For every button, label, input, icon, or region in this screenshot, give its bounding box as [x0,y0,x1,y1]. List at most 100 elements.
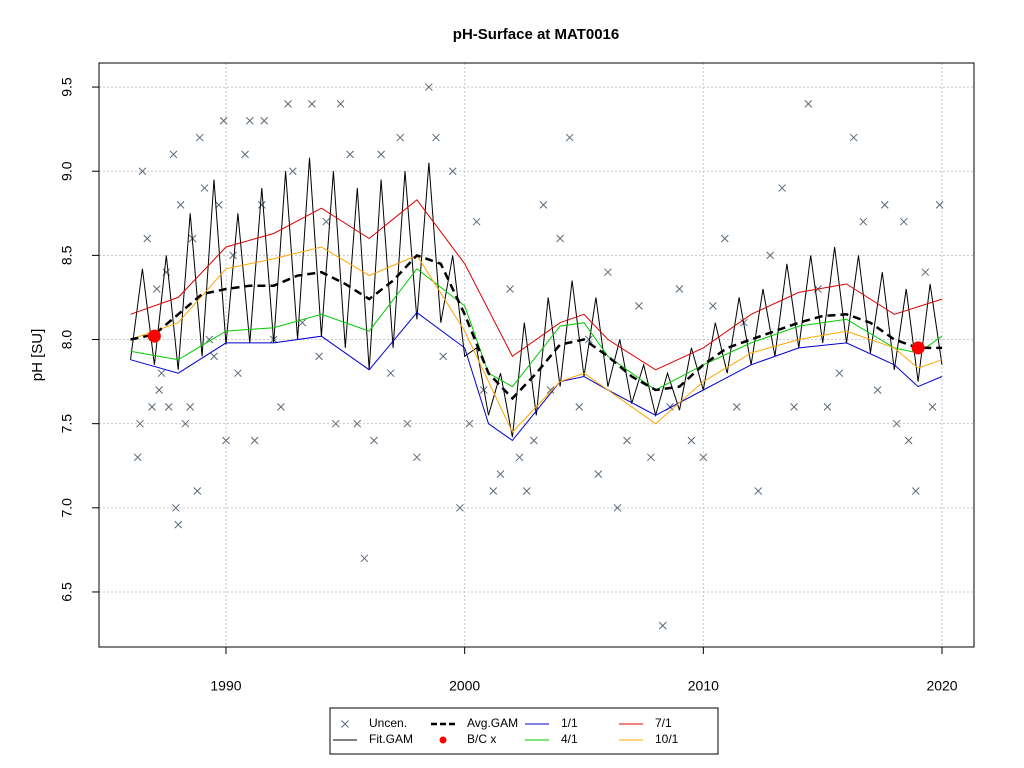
data-point [181,419,190,428]
data-point [284,100,292,108]
data-point [546,386,555,394]
data-point [904,436,913,445]
data-point [200,184,209,192]
data-point [260,116,269,125]
data-point [849,133,858,142]
data-point [346,150,354,159]
data-point [928,402,937,411]
bc-point [911,341,925,355]
data-point [336,100,345,108]
data-point [472,217,481,226]
data-point [604,268,612,277]
x-tick-label: 2000 [449,678,480,694]
data-point [859,217,868,226]
legend-marker [341,720,349,728]
legend-label: Uncen. [369,716,407,730]
data-point [623,436,631,445]
data-point [899,217,908,226]
data-point [148,402,156,411]
data-point [186,402,195,411]
chart-title: pH-Surface at MAT0016 [453,26,619,43]
data-point [732,402,741,411]
data-point [699,453,708,462]
y-axis-label: pH [SU] [29,329,46,382]
data-point [245,116,254,125]
legend-box [329,707,719,755]
data-point [370,436,378,445]
legend-label: 7/1 [655,716,672,730]
data-point [439,352,448,361]
data-point [164,402,173,411]
data-point [353,419,362,428]
y-tick-label: 8.0 [59,330,75,350]
y-tick-label: 6.5 [59,582,75,602]
data-point [136,419,144,428]
data-point [172,503,180,512]
data-point [308,100,316,108]
data-point [515,453,524,462]
data-point [157,369,166,378]
data-point [892,419,901,428]
y-tick-label: 8.5 [59,245,75,265]
data-point [205,335,214,344]
x-tick-label: 2020 [926,678,957,694]
y-tick-label: 9.5 [59,77,75,97]
bc-point [147,329,161,343]
data-point [413,453,421,462]
y-tick-label: 7.5 [59,414,75,434]
series-line [130,246,943,433]
data-point [360,554,369,563]
data-point [169,150,178,159]
y-tick-label: 7.0 [59,498,75,518]
data-point [176,201,185,209]
data-point [530,436,538,445]
legend-label: Avg.GAM [467,716,518,730]
data-point [835,369,844,378]
data-point [195,133,204,142]
data-point [138,167,147,176]
series-line [130,199,943,371]
data-point [155,386,164,394]
legend-label: Fit.GAM [369,732,413,746]
data-point [315,352,323,361]
data-point [465,419,474,428]
legend-label: 4/1 [561,732,578,746]
data-point [594,470,603,479]
data-point [575,402,584,411]
data-point [635,302,643,310]
data-point [522,487,531,495]
data-point [766,251,775,260]
data-point [496,470,505,479]
data-point [790,402,798,411]
data-point [322,217,331,226]
data-point [377,150,385,159]
x-tick-label: 2010 [688,678,719,694]
data-point [506,285,514,293]
data-point [234,369,242,378]
legend-label: 10/1 [655,732,679,746]
data-point [921,268,930,277]
legend-label: B/C x [467,732,496,746]
data-point [277,402,285,411]
data-point [687,436,696,445]
data-point [210,352,218,361]
data-point [257,201,266,209]
plot-frame [98,62,975,648]
data-point [873,386,882,394]
data-point [143,234,152,243]
x-tick-label: 1990 [210,678,241,694]
data-point [331,419,340,428]
data-point [456,503,464,512]
data-point [823,402,832,411]
data-point [556,234,564,243]
data-point [646,453,655,462]
data-point [709,302,717,310]
data-point [174,520,183,529]
data-point [720,234,729,243]
data-point [880,201,889,209]
data-point [222,436,230,445]
data-point [425,83,433,91]
data-point [613,503,622,512]
